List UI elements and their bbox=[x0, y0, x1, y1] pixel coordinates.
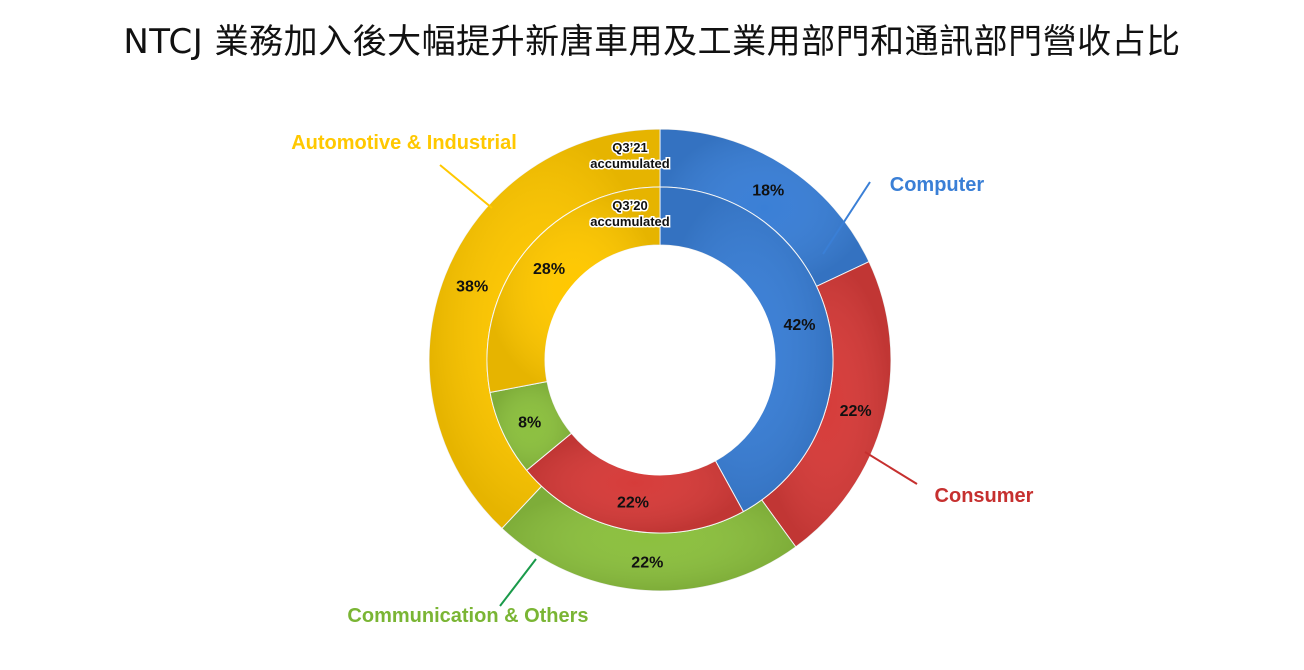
outer-pct-label-consumer: 22% bbox=[840, 403, 872, 420]
outer-ring-label-line-2: accumulated bbox=[590, 156, 670, 171]
inner-pct-label-communication-others: 8% bbox=[518, 414, 541, 431]
leader-line-computer bbox=[822, 181, 871, 255]
outer-pct-label-computer: 18% bbox=[752, 182, 784, 199]
category-label-computer: Computer bbox=[890, 174, 985, 196]
outer-pct-label-automotive-industrial: 38% bbox=[456, 279, 488, 296]
category-label-communication-others: Communication & Others bbox=[347, 605, 588, 627]
chart-title: NTCJ 業務加入後大幅提升新唐車用及工業用部門和通訊部門營收占比 bbox=[123, 22, 1181, 62]
category-label-automotive-industrial: Automotive & Industrial bbox=[291, 132, 517, 154]
leader-line-consumer bbox=[864, 451, 918, 485]
leader-line-automotive-industrial bbox=[439, 164, 493, 209]
inner-pct-label-automotive-industrial: 28% bbox=[533, 261, 565, 278]
leader-line-communication-others bbox=[499, 558, 537, 607]
inner-ring-label-line-2: accumulated bbox=[590, 214, 670, 229]
inner-pct-label-consumer: 22% bbox=[617, 494, 649, 511]
category-label-consumer: Consumer bbox=[935, 485, 1034, 507]
inner-pct-label-computer: 42% bbox=[783, 317, 815, 334]
inner-ring-label-line-1: Q3’20 bbox=[612, 198, 647, 213]
outer-ring-label-line-1: Q3’21 bbox=[612, 140, 647, 155]
outer-pct-label-communication-others: 22% bbox=[631, 555, 663, 572]
